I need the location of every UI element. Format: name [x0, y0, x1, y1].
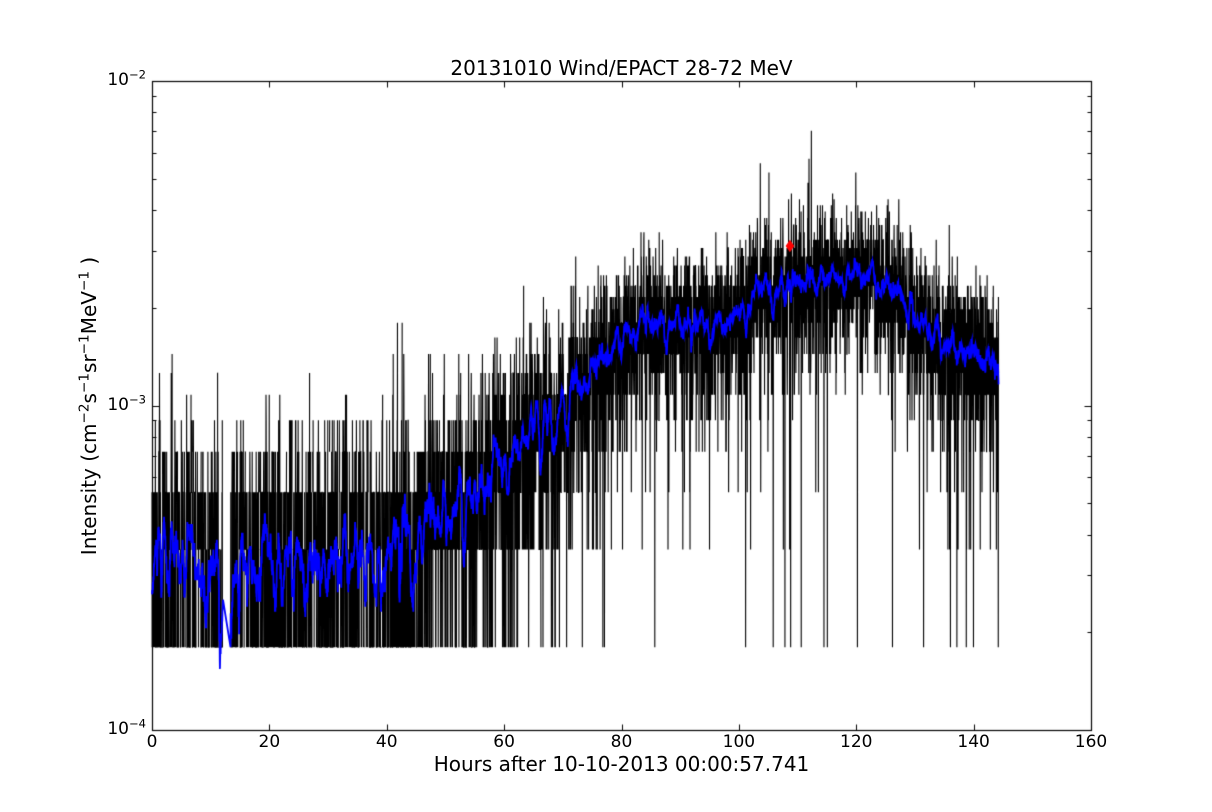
chart-title: 20131010 Wind/EPACT 28-72 MeV	[450, 56, 793, 80]
y-tick-label: 10−3	[107, 391, 146, 415]
x-tick-label: 140	[957, 732, 990, 752]
x-axis-label: Hours after 10-10-2013 00:00:57.741	[433, 752, 810, 776]
y-tick-label: 10−4	[107, 716, 146, 739]
x-tick-label: 40	[375, 732, 398, 752]
x-tick-label: 80	[610, 732, 633, 752]
y-axis-label: Intensity (cm−2s−1sr−1MeV−1 )	[76, 256, 101, 556]
x-tick-label: 60	[493, 732, 515, 752]
x-tick-label: 100	[722, 732, 756, 752]
x-tick-label: 0	[146, 732, 158, 752]
x-tick-label: 120	[840, 732, 873, 752]
x-tick-label: 20	[258, 732, 281, 752]
y-tick-label: 10−2	[107, 67, 146, 90]
x-tick-label: 160	[1074, 732, 1108, 752]
